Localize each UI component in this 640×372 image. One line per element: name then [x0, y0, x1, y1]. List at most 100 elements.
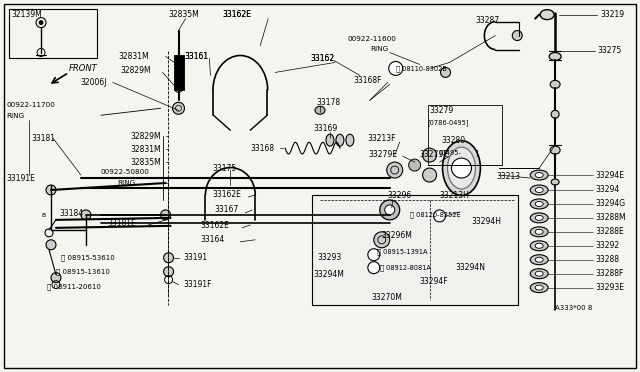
Text: 33294H: 33294H: [472, 217, 501, 227]
Ellipse shape: [551, 179, 559, 185]
Text: 33191F: 33191F: [184, 280, 212, 289]
Text: 33270M: 33270M: [372, 293, 403, 302]
Circle shape: [422, 168, 436, 182]
Text: 33191E: 33191E: [6, 173, 35, 183]
Ellipse shape: [530, 269, 548, 279]
Text: A333*00 8: A333*00 8: [555, 305, 593, 311]
Circle shape: [387, 162, 403, 178]
Ellipse shape: [535, 257, 543, 262]
Text: 32829M: 32829M: [121, 66, 152, 75]
Text: [0786-0495]: [0786-0495]: [428, 119, 469, 126]
Text: 33162: 33162: [310, 54, 334, 63]
Text: 33279: 33279: [429, 106, 454, 115]
Circle shape: [46, 185, 56, 195]
Text: B: B: [41, 214, 45, 218]
Text: Ⓑ 08110-8302B: Ⓑ 08110-8302B: [396, 65, 447, 72]
Text: 33279E: 33279E: [420, 150, 449, 158]
Text: 33296M: 33296M: [382, 231, 413, 240]
Ellipse shape: [550, 80, 560, 89]
Text: 33280: 33280: [442, 136, 466, 145]
Text: 32139M: 32139M: [11, 10, 42, 19]
Bar: [428, 105, 502, 165]
Circle shape: [164, 267, 173, 277]
Text: 33178: 33178: [316, 98, 340, 107]
Ellipse shape: [530, 170, 548, 180]
Text: RING: RING: [116, 180, 135, 186]
Text: Ⓦ 08915-13610: Ⓦ 08915-13610: [56, 268, 110, 275]
Text: 33161: 33161: [184, 52, 209, 61]
Ellipse shape: [535, 229, 543, 234]
Text: 33162: 33162: [310, 54, 334, 63]
Circle shape: [374, 232, 390, 248]
Text: [0495-: [0495-: [440, 149, 461, 155]
Circle shape: [512, 31, 522, 41]
Text: Ⓑ 08120-8252E: Ⓑ 08120-8252E: [410, 212, 460, 218]
Text: 33168F: 33168F: [354, 76, 382, 85]
Text: 33162E: 33162E: [222, 10, 252, 19]
Ellipse shape: [530, 199, 548, 209]
Text: 33279E: 33279E: [369, 150, 398, 158]
Ellipse shape: [535, 215, 543, 220]
Ellipse shape: [530, 213, 548, 223]
Text: FRONT: FRONT: [69, 64, 98, 73]
Text: 33175: 33175: [212, 164, 237, 173]
Ellipse shape: [447, 147, 476, 189]
Text: 33191: 33191: [184, 253, 207, 262]
Ellipse shape: [326, 134, 334, 146]
Circle shape: [161, 210, 171, 220]
Text: 33181E: 33181E: [108, 219, 136, 228]
Ellipse shape: [535, 271, 543, 276]
Circle shape: [422, 148, 436, 162]
Text: 33294: 33294: [595, 186, 620, 195]
Circle shape: [388, 61, 403, 76]
Text: 33219: 33219: [600, 10, 624, 19]
Ellipse shape: [315, 106, 325, 114]
Ellipse shape: [535, 187, 543, 192]
Text: 33288F: 33288F: [595, 269, 623, 278]
Text: RING: RING: [370, 45, 388, 51]
Ellipse shape: [549, 52, 561, 61]
Text: 00922-50800: 00922-50800: [101, 169, 150, 175]
Ellipse shape: [530, 241, 548, 251]
Text: 33294E: 33294E: [595, 170, 624, 180]
Text: 33293: 33293: [317, 253, 341, 262]
Bar: [173, 55, 184, 90]
Circle shape: [81, 210, 91, 220]
Text: 32829M: 32829M: [131, 132, 161, 141]
Ellipse shape: [346, 134, 354, 146]
Text: 32006J: 32006J: [81, 78, 108, 87]
Ellipse shape: [442, 141, 481, 195]
Text: 33162E: 33162E: [200, 221, 229, 230]
Text: 33294M: 33294M: [313, 270, 344, 279]
Ellipse shape: [530, 255, 548, 265]
Circle shape: [173, 102, 184, 114]
Ellipse shape: [535, 243, 543, 248]
Text: Ⓝ 08912-8081A: Ⓝ 08912-8081A: [380, 264, 431, 271]
Ellipse shape: [535, 285, 543, 290]
Circle shape: [46, 240, 56, 250]
Text: 33164: 33164: [200, 235, 225, 244]
Text: 32831M: 32831M: [119, 52, 149, 61]
Text: 00922-11700: 00922-11700: [6, 102, 55, 108]
Ellipse shape: [535, 202, 543, 206]
Text: 33181: 33181: [31, 134, 55, 143]
Ellipse shape: [530, 283, 548, 293]
Text: RING: RING: [6, 113, 24, 119]
Text: 33167: 33167: [214, 205, 239, 214]
Text: 00922-11600: 00922-11600: [348, 36, 397, 42]
Ellipse shape: [550, 146, 560, 154]
Text: 33293E: 33293E: [595, 283, 624, 292]
Ellipse shape: [540, 10, 554, 20]
Ellipse shape: [530, 185, 548, 195]
Text: 32831M: 32831M: [131, 145, 161, 154]
Bar: [9, 9, 97, 58]
Text: 33184: 33184: [59, 209, 83, 218]
Circle shape: [368, 262, 380, 274]
Text: 33294N: 33294N: [456, 263, 486, 272]
Circle shape: [409, 159, 420, 171]
Text: 33162E: 33162E: [222, 10, 252, 19]
Circle shape: [433, 210, 445, 222]
Ellipse shape: [530, 227, 548, 237]
Text: Ⓥ 08915-1391A: Ⓥ 08915-1391A: [377, 248, 428, 255]
Text: 33296: 33296: [388, 192, 412, 201]
